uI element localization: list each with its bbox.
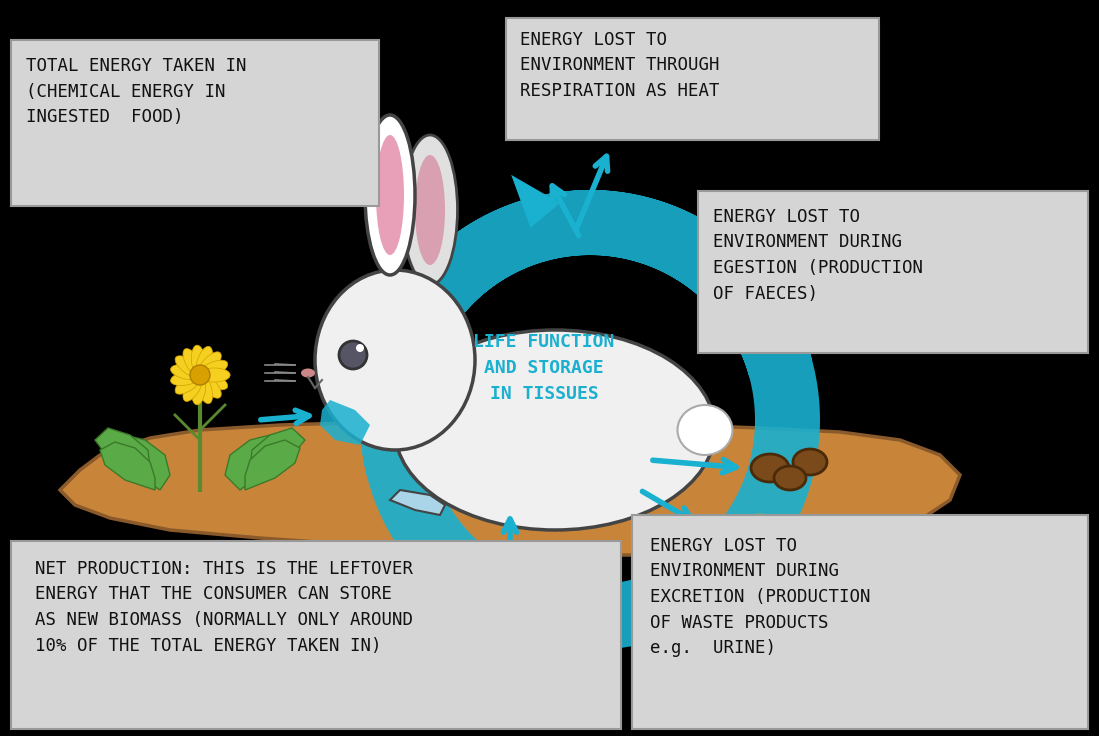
Polygon shape [60,420,961,555]
Polygon shape [115,435,170,490]
Ellipse shape [338,341,367,369]
Ellipse shape [356,344,364,352]
Polygon shape [419,577,473,626]
Text: TOTAL ENERGY TAKEN IN
(CHEMICAL ENERGY IN
INGESTED  FOOD): TOTAL ENERGY TAKEN IN (CHEMICAL ENERGY I… [25,57,246,127]
Ellipse shape [191,373,206,405]
Ellipse shape [415,155,445,265]
Ellipse shape [198,372,221,398]
Ellipse shape [175,372,202,394]
Polygon shape [100,442,155,490]
Polygon shape [511,175,560,228]
Polygon shape [249,428,306,475]
Bar [506,18,879,140]
Polygon shape [95,428,149,475]
Ellipse shape [315,270,475,450]
Polygon shape [360,190,820,650]
Text: ENERGY LOST TO
ENVIRONMENT DURING
EGESTION (PRODUCTION
OF FAECES): ENERGY LOST TO ENVIRONMENT DURING EGESTI… [713,208,923,302]
Bar [11,40,379,206]
Polygon shape [225,435,280,490]
Ellipse shape [677,405,733,455]
Ellipse shape [301,369,315,378]
Ellipse shape [182,349,203,377]
Polygon shape [690,515,820,552]
Text: LIFE FUNCTION
AND STORAGE
IN TISSUES: LIFE FUNCTION AND STORAGE IN TISSUES [474,333,614,403]
Ellipse shape [182,373,203,401]
Text: ENERGY LOST TO
ENVIRONMENT DURING
EXCRETION (PRODUCTION
OF WASTE PRODUCTS
e.g.  : ENERGY LOST TO ENVIRONMENT DURING EXCRET… [651,537,870,657]
Ellipse shape [365,115,415,275]
Ellipse shape [196,373,212,403]
Ellipse shape [190,365,210,385]
Bar [698,191,1088,353]
Ellipse shape [191,345,206,377]
Ellipse shape [198,368,230,382]
Polygon shape [500,490,620,515]
Text: ENERGY LOST TO
ENVIRONMENT THROUGH
RESPIRATION AS HEAT: ENERGY LOST TO ENVIRONMENT THROUGH RESPI… [521,30,720,100]
Ellipse shape [774,466,806,490]
Text: NET PRODUCTION: THIS IS THE LEFTOVER
ENERGY THAT THE CONSUMER CAN STORE
AS NEW B: NET PRODUCTION: THIS IS THE LEFTOVER ENE… [35,560,413,655]
Ellipse shape [793,449,828,475]
Ellipse shape [175,355,202,378]
Ellipse shape [198,368,230,382]
Bar [11,541,621,729]
Ellipse shape [402,135,457,285]
Ellipse shape [198,372,227,390]
Polygon shape [320,400,370,445]
Ellipse shape [170,370,202,386]
Ellipse shape [395,330,715,530]
Polygon shape [390,490,445,515]
Ellipse shape [376,135,404,255]
Ellipse shape [196,347,212,377]
Ellipse shape [751,454,789,482]
Polygon shape [245,440,300,490]
Bar [632,515,1088,729]
Ellipse shape [198,360,227,378]
Ellipse shape [170,364,202,380]
Ellipse shape [198,352,221,378]
